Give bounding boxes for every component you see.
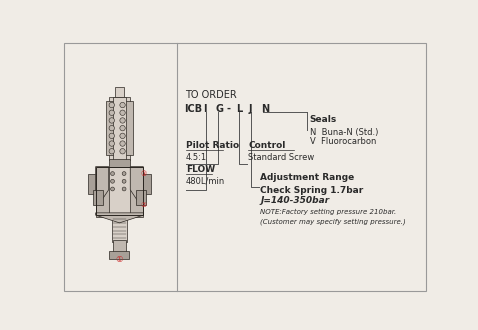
Bar [106,101,133,155]
Bar [109,97,130,160]
Bar [139,174,151,194]
Text: J: J [249,104,252,114]
Circle shape [109,148,114,154]
Bar [96,167,143,217]
Bar [136,190,146,205]
Bar [109,167,130,217]
Text: Control: Control [248,141,285,150]
Text: Pilot Ratio: Pilot Ratio [186,141,239,150]
Circle shape [110,180,114,183]
Text: N: N [261,104,269,114]
Circle shape [120,102,125,108]
Circle shape [122,187,126,191]
Circle shape [120,148,125,154]
Circle shape [109,125,114,131]
Text: Check Spring 1.7bar: Check Spring 1.7bar [261,186,364,195]
Polygon shape [130,167,143,201]
Text: ③: ③ [140,171,146,177]
Text: N  Buna-N (Std.): N Buna-N (Std.) [310,128,378,137]
Circle shape [120,125,125,131]
Text: 4.5:1: 4.5:1 [186,153,207,162]
Polygon shape [96,213,143,223]
Text: -: - [227,104,230,114]
Text: G: G [216,104,224,114]
Text: Adjustment Range: Adjustment Range [261,173,355,182]
Text: NOTE:Factory setting pressure 210bar.: NOTE:Factory setting pressure 210bar. [261,209,397,215]
Text: ①: ① [116,254,123,264]
Bar [113,240,126,254]
Circle shape [120,110,125,116]
Text: Standard Screw: Standard Screw [248,153,315,162]
Circle shape [110,187,114,191]
Text: ICB: ICB [184,104,202,114]
Text: L: L [237,104,243,114]
Bar [112,215,127,242]
Bar [88,174,100,194]
Circle shape [109,102,114,108]
Text: ②: ② [140,202,146,208]
Text: J=140-350bar: J=140-350bar [261,196,330,205]
Bar [115,87,124,97]
Circle shape [109,118,114,123]
Circle shape [120,118,125,123]
Text: FLOW: FLOW [186,165,215,174]
Text: I: I [204,104,207,114]
Bar [109,251,130,259]
Circle shape [110,172,114,176]
Circle shape [109,110,114,116]
Bar [93,190,102,205]
Circle shape [120,141,125,146]
Circle shape [109,141,114,146]
Polygon shape [96,167,109,201]
Bar [96,167,143,215]
Bar [112,97,126,160]
Text: Seals: Seals [310,115,337,124]
Bar [109,159,130,167]
Text: TO ORDER: TO ORDER [185,90,236,100]
Circle shape [109,133,114,139]
Circle shape [122,172,126,176]
Text: (Customer may specify setting pressure.): (Customer may specify setting pressure.) [261,218,406,225]
Text: V  Fluorocarbon: V Fluorocarbon [310,137,376,147]
Circle shape [122,180,126,183]
Text: 480L/min: 480L/min [186,177,225,186]
Circle shape [120,133,125,139]
